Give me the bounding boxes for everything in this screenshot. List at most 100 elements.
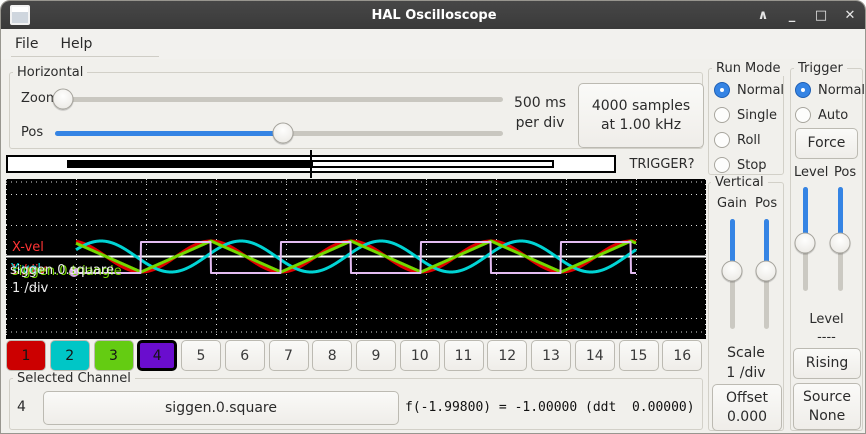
- menu-help[interactable]: Help: [60, 36, 93, 52]
- channel-value-readout: f(-1.99800) = -1.00000 (ddt 0.00000): [405, 400, 695, 415]
- wave-siggen.0.triangle: [75, 239, 637, 274]
- trigger-option-auto[interactable]: Auto: [795, 107, 865, 123]
- trigger-level-slider[interactable]: [794, 187, 816, 291]
- horizontal-pos-slider[interactable]: [55, 122, 503, 144]
- trigger-level-header: Level: [794, 165, 829, 180]
- radio-unselected-icon[interactable]: [795, 107, 811, 123]
- run-mode-option-roll[interactable]: Roll: [714, 132, 784, 148]
- trigger-source-button[interactable]: Source None: [793, 383, 861, 430]
- trigger-pos-header: Pos: [834, 165, 857, 180]
- channel-button-9[interactable]: 9: [356, 340, 396, 371]
- scope-canvas: [6, 179, 706, 339]
- channel-button-2[interactable]: 2: [49, 340, 90, 371]
- channel-button-4[interactable]: 4: [137, 340, 178, 371]
- run-mode-option-stop[interactable]: Stop: [714, 157, 784, 173]
- run-mode-option-label: Roll: [737, 132, 761, 148]
- menu-separator: [11, 56, 159, 57]
- trigger-pos-slider[interactable]: [829, 187, 851, 291]
- trigger-pos-fill: [838, 187, 843, 244]
- channel-button-10[interactable]: 10: [399, 340, 440, 371]
- trigger-pos-knob[interactable]: [829, 232, 851, 254]
- channel-button-12[interactable]: 12: [487, 340, 528, 371]
- vertical-pos-knob[interactable]: [755, 260, 777, 282]
- selected-channel-frame-label: Selected Channel: [13, 371, 135, 386]
- trigger-edge-button[interactable]: Rising: [793, 348, 861, 379]
- channel-button-13[interactable]: 13: [531, 340, 571, 371]
- trigger-option-label: Auto: [818, 107, 849, 123]
- radio-unselected-icon[interactable]: [714, 132, 730, 148]
- selected-channel-name-button[interactable]: siggen.0.square: [43, 391, 399, 425]
- channel-button-16[interactable]: 16: [662, 340, 703, 371]
- trigger-level-value: ----: [817, 330, 836, 345]
- vertical-gain-slider[interactable]: [721, 219, 743, 329]
- trigger-option-label: Normal: [818, 82, 866, 98]
- shade-button[interactable]: ∧: [757, 7, 769, 23]
- trigger-status-label: TRIGGER?: [629, 156, 695, 172]
- zoom-slider-track[interactable]: [55, 97, 503, 102]
- selected-channel-frame: [9, 378, 703, 430]
- selected-channel-number: 4: [17, 399, 26, 415]
- trigger-source-line1: Source: [802, 388, 852, 405]
- minimize-button[interactable]: _: [788, 7, 796, 23]
- samples-line1: 4000 samples: [591, 97, 691, 114]
- pos-slider-fill: [55, 131, 284, 136]
- wave-Y-vel: [75, 239, 637, 274]
- vertical-pos-slider[interactable]: [755, 219, 777, 329]
- radio-unselected-icon[interactable]: [714, 107, 730, 123]
- radio-unselected-icon[interactable]: [714, 157, 730, 173]
- zoom-label: Zoom: [21, 91, 59, 106]
- record-position-tick: [310, 150, 312, 178]
- channel-button-11[interactable]: 11: [443, 340, 484, 371]
- maximize-button[interactable]: □: [814, 7, 828, 23]
- title-bar: HAL Oscilloscope ∧ _ □ ✕: [1, 1, 865, 29]
- force-button-label: Force: [807, 135, 846, 151]
- vertical-frame-label: Vertical: [711, 175, 768, 190]
- wave-siggen.0.square: [75, 241, 637, 274]
- trigger-edge-label: Rising: [805, 355, 849, 371]
- vertical-scale-label: Scale: [727, 345, 765, 361]
- channel-button-8[interactable]: 8: [312, 340, 353, 371]
- horizontal-frame-label: Horizontal: [13, 65, 88, 80]
- vertical-offset-value: 0.000: [726, 408, 768, 425]
- channel-button-14[interactable]: 14: [574, 340, 615, 371]
- window-icon[interactable]: [10, 5, 30, 25]
- pos-slider-knob[interactable]: [272, 122, 294, 144]
- selected-channel-name: siggen.0.square: [165, 399, 277, 416]
- window-title: HAL Oscilloscope: [371, 7, 497, 23]
- trigger-frame-label: Trigger: [794, 61, 847, 76]
- rate-per-div-line2: per div: [515, 115, 565, 131]
- window-controls: ∧ _ □ ✕: [752, 1, 861, 29]
- vertical-gain-knob[interactable]: [721, 260, 743, 282]
- channel-button-6[interactable]: 6: [224, 340, 265, 371]
- trigger-source-line2: None: [808, 407, 846, 424]
- run-mode-option-label: Single: [737, 107, 777, 123]
- run-mode-option-label: Stop: [737, 157, 767, 173]
- zoom-slider-knob[interactable]: [52, 88, 74, 110]
- channel-button-15[interactable]: 15: [618, 340, 659, 371]
- record-solid-bar: [67, 160, 311, 168]
- radio-selected-icon[interactable]: [795, 82, 811, 98]
- zoom-slider[interactable]: [52, 88, 503, 110]
- menu-file[interactable]: File: [15, 36, 39, 52]
- samples-button[interactable]: 4000 samples at 1.00 kHz: [578, 83, 704, 148]
- trigger-level-knob[interactable]: [794, 232, 816, 254]
- close-button[interactable]: ✕: [844, 7, 856, 23]
- record-outline-bar: [311, 160, 554, 168]
- scope-display[interactable]: X-vel 1 /div Y-vel siggen.0.triangle siggen.…: [6, 179, 706, 339]
- vertical-offset-button[interactable]: Offset 0.000: [712, 384, 782, 431]
- pos-label: Pos: [21, 125, 44, 140]
- channel-button-7[interactable]: 7: [268, 340, 309, 371]
- radio-selected-icon[interactable]: [714, 82, 730, 98]
- vertical-gain-header: Gain: [717, 196, 747, 211]
- vertical-scale-value: 1 /div: [726, 365, 766, 381]
- force-button[interactable]: Force: [795, 128, 858, 159]
- trigger-level-label: Level: [809, 312, 844, 327]
- trigger-option-normal[interactable]: Normal: [795, 82, 865, 98]
- channel-button-5[interactable]: 5: [181, 340, 221, 371]
- channel-button-3[interactable]: 3: [93, 340, 134, 371]
- run-mode-option-normal[interactable]: Normal: [714, 82, 784, 98]
- channel-button-1[interactable]: 1: [6, 340, 46, 371]
- run-mode-option-single[interactable]: Single: [714, 107, 784, 123]
- selected-channel-marker: [69, 267, 79, 277]
